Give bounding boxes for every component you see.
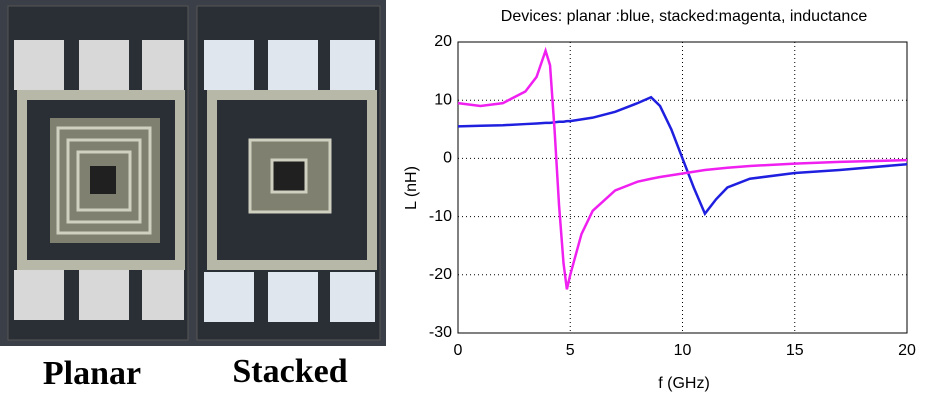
plot-frame [458, 42, 907, 333]
page: Planar Stacked Devices: planar :blue, st… [0, 0, 941, 402]
y-tick-label: 20 [434, 33, 452, 50]
photo-label: Stacked [232, 353, 347, 390]
y-tick-label: -20 [429, 266, 452, 283]
x-axis-label: f (GHz) [658, 375, 710, 392]
x-tick-label: 10 [674, 342, 692, 359]
y-tick-label: 10 [434, 91, 452, 108]
y-tick-label: -10 [429, 208, 452, 225]
chip-photo [0, 0, 386, 346]
y-axis-label: L (nH) [403, 166, 420, 210]
x-tick-label: 0 [454, 342, 463, 359]
chart-title: Devices: planar :blue, stacked:magenta, … [501, 8, 868, 25]
photo-label: Planar [43, 355, 141, 392]
x-tick-label: 15 [786, 342, 804, 359]
x-tick-label: 20 [898, 342, 916, 359]
y-tick-label: -30 [429, 324, 452, 341]
x-tick-label: 5 [566, 342, 575, 359]
y-tick-label: 0 [443, 150, 452, 167]
